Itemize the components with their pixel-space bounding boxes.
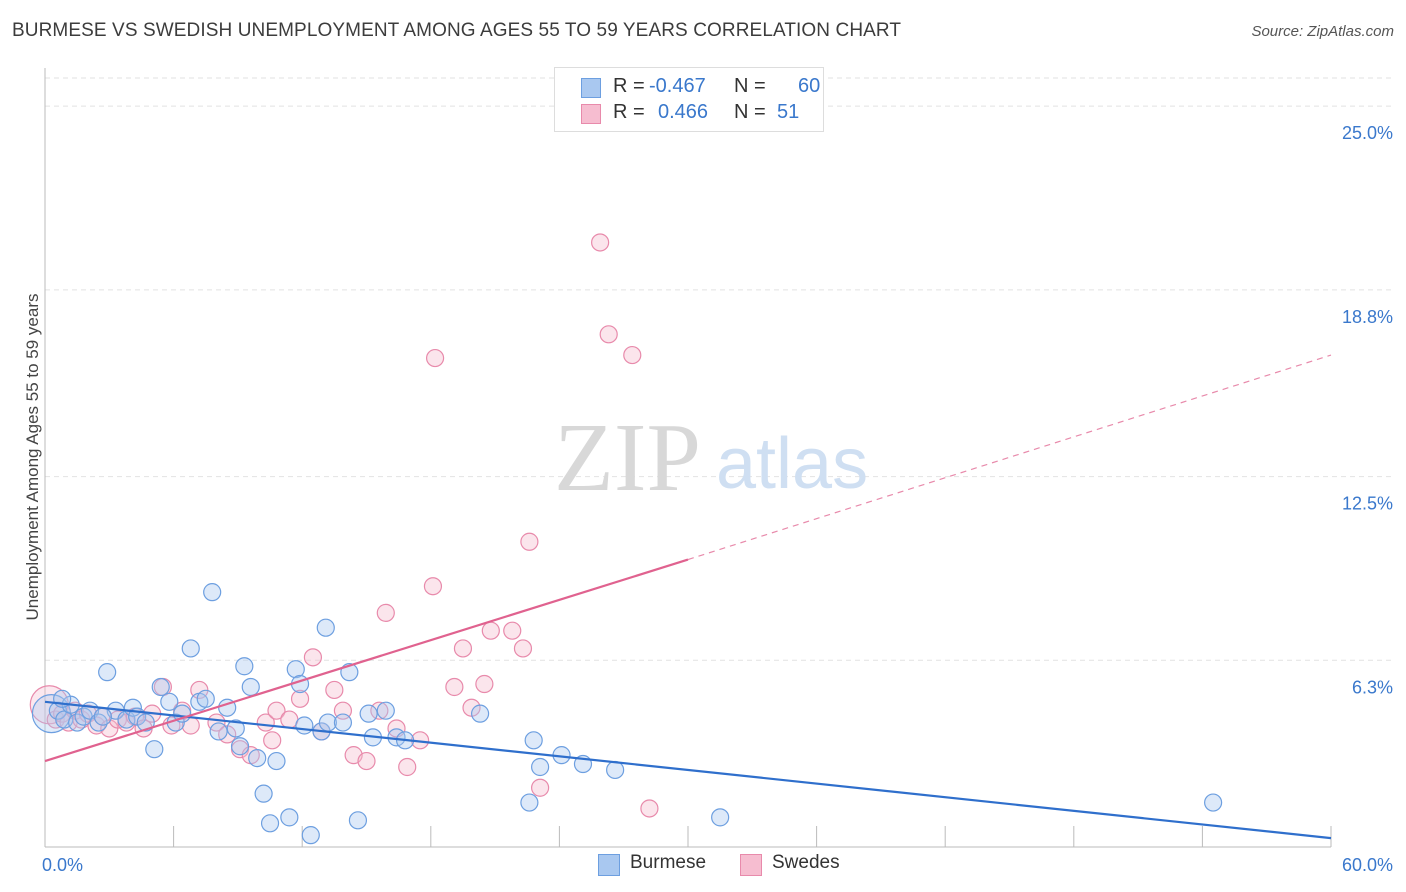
n-value-swedes: 51 [777,101,800,123]
burmese-point [286,660,305,679]
burmese-point [241,677,260,697]
x-tick-label: 60.0% [1342,855,1393,875]
burmese-point [711,808,730,827]
burmese-point [280,808,299,827]
watermark-zip: ZIP [554,404,701,512]
swedes-point [531,778,550,797]
burmese-point [98,663,117,682]
tick-labels: 6.3% 12.5% 18.8% 25.0% 0.0% 60.0% [42,123,1393,875]
swedes-point [453,639,473,658]
burmese-point [230,737,250,756]
burmese-point [1204,793,1223,812]
burmese-swatch [581,78,601,98]
r-label: R = [613,75,645,97]
swedes-point [207,713,226,732]
r-label: R = [613,101,645,123]
swedes-legend-label: Swedes [772,852,840,873]
swedes-trend-extension [687,354,1332,561]
swedes-point [481,621,500,640]
swedes-point [423,577,443,596]
burmese-point [145,740,164,759]
burmese-legend-label: Burmese [630,852,707,873]
n-label: N = [734,101,766,123]
stats-legend: R = -0.467 N = 60 R = 0.466 N = 51 [554,67,824,132]
y-tick-label: 12.5% [1342,494,1393,514]
swedes-point [290,689,310,708]
burmese-points [31,583,1223,845]
swedes-point [475,674,494,694]
burmese-point [151,677,170,697]
watermark: ZIP atlas [554,404,868,512]
burmese-point [376,701,395,720]
burmese-point [470,704,490,723]
burmese-point [136,713,155,732]
burmese-point [235,657,254,676]
burmese-point [531,757,550,777]
swedes-point [520,532,539,551]
burmese-legend-swatch [598,854,620,876]
burmese-point [93,707,112,726]
swedes-point [591,233,610,252]
watermark-atlas: atlas [716,424,868,504]
swedes-point [256,713,275,732]
burmese-point [226,719,245,738]
chart-title: BURMESE VS SWEDISH UNEMPLOYMENT AMONG AG… [12,20,902,41]
y-tick-label: 25.0% [1342,123,1393,143]
y-tick-label: 18.8% [1342,307,1393,327]
burmese-point [260,814,280,833]
swedes-point [640,799,659,818]
swedes-point [370,701,389,720]
trend-lines [44,354,1332,840]
swedes-points [29,233,659,818]
swedes-point [599,325,618,344]
grid-lines [45,77,1392,661]
burmese-point [254,784,273,803]
swedes-point [357,751,376,771]
swedes-point [445,677,464,697]
swedes-point [263,731,282,750]
swedes-point [503,621,522,640]
burmese-point [333,713,353,732]
chart-source: Source: ZipAtlas.com [1251,23,1394,40]
burmese-point [359,704,378,723]
swedes-point [376,603,395,622]
swedes-point [623,345,642,365]
burmese-point [248,748,267,768]
burmese-point [160,692,179,711]
axes [44,68,1332,848]
swedes-point [513,639,533,658]
burmese-point [295,716,314,735]
swedes-point [325,680,344,700]
y-tick-label: 6.3% [1352,677,1393,697]
burmese-point [209,722,228,741]
swedes-point [303,648,323,667]
swedes-point [398,757,417,777]
burmese-trend-line [44,700,1332,840]
burmese-point [301,826,320,845]
burmese-point [348,811,368,830]
n-label: N = [734,75,766,97]
r-value-swedes: 0.466 [658,101,709,123]
burmese-point [203,583,222,602]
burmese-point [606,760,625,780]
burmese-point [181,639,200,658]
burmese-point [173,704,192,723]
swedes-legend-swatch [740,854,762,876]
burmese-point [520,793,539,812]
r-value-burmese: -0.467 [649,75,706,97]
x-tick-label: 0.0% [42,855,83,875]
burmese-point [524,731,543,750]
swedes-point [425,348,445,368]
burmese-point [316,618,335,637]
swedes-trend-line [44,558,689,763]
swedes-point [267,701,286,720]
swedes-swatch [581,104,601,124]
burmese-point [267,751,286,771]
n-value-burmese: 60 [798,75,821,97]
burmese-point [196,689,215,708]
